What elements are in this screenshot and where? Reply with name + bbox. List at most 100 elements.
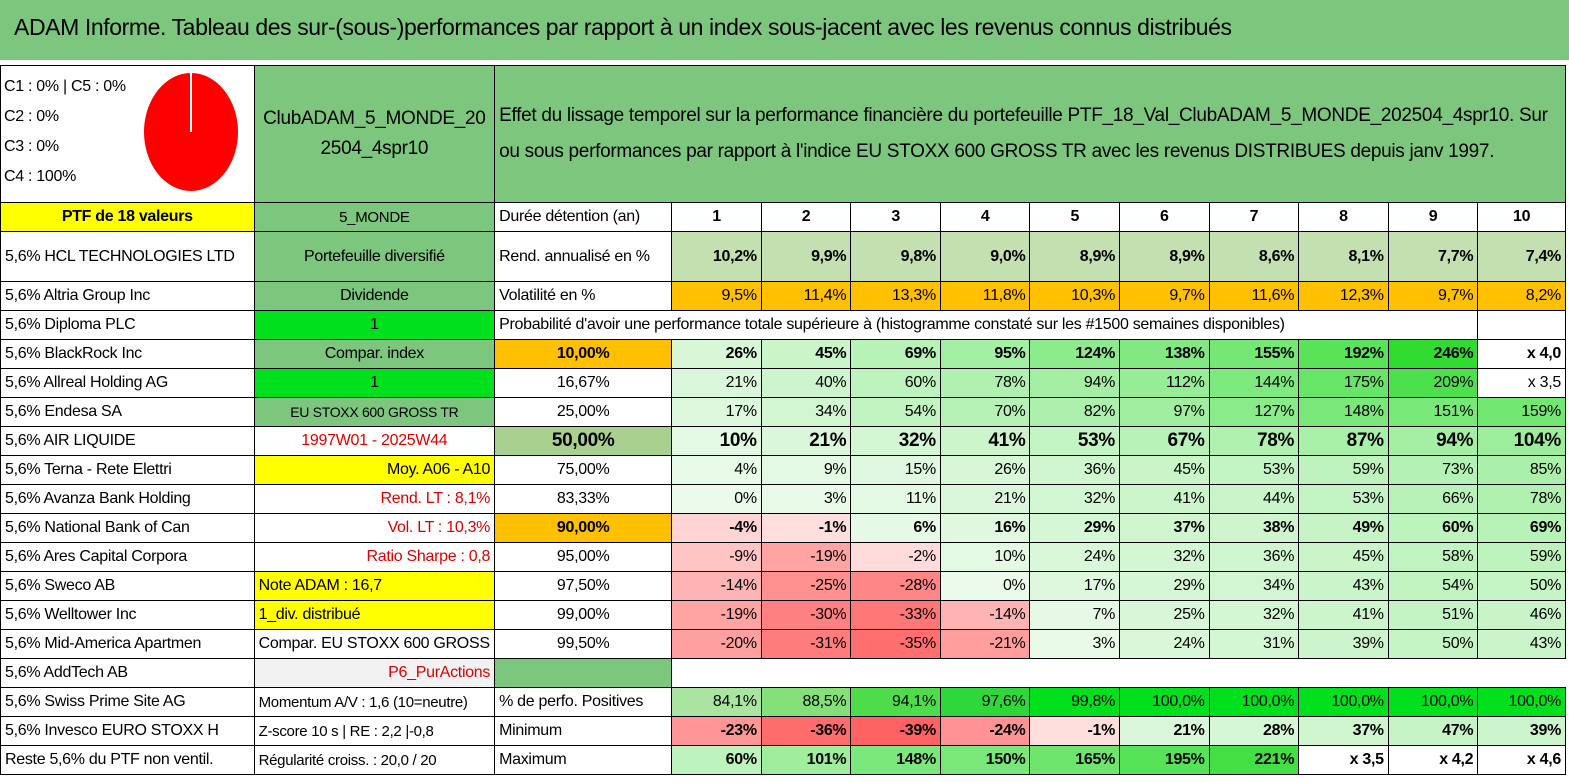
prob-value: -1% [760,513,852,543]
rend-value: 9,0% [939,231,1031,282]
prob-value: 41% [939,426,1031,456]
pos-value: 97,6% [939,687,1031,717]
pos-value: 84,1% [671,687,762,717]
year-header: 2 [760,202,852,232]
prob-value: 73% [1387,455,1479,485]
holding: 5,6% BlackRock Inc [0,339,255,369]
prob-value: 24% [1119,629,1210,659]
min-value: -36% [760,716,852,746]
prob-value: 155% [1208,339,1300,369]
prob-value: 34% [1208,571,1300,601]
prob-threshold: 10,00% [494,339,673,369]
prob-value: 60% [1387,513,1479,543]
report-title: ADAM Informe. Tableau des sur-(sous-)per… [14,14,1232,40]
pos-value: 100,0% [1208,687,1300,717]
prob-value: 53% [1208,455,1300,485]
pos-value: 94,1% [850,687,941,717]
min-value: 37% [1298,716,1389,746]
holding: 5,6% Terna - Rete Elettri [0,455,255,485]
prob-value: 50% [1477,571,1566,601]
prob-value: 151% [1387,397,1479,427]
prob-value: 41% [1298,600,1389,630]
min-value: -23% [671,716,762,746]
prob-value: 58% [1387,542,1479,572]
rend-value: 8,6% [1208,231,1300,282]
prob-value: 32% [1119,542,1210,572]
prob-value: 67% [1119,426,1210,456]
min-value: -39% [850,716,941,746]
prob-value: 36% [1208,542,1300,572]
prob-value: 69% [850,339,941,369]
prob-value: -20% [671,629,762,659]
prob-value: 95% [939,339,1031,369]
pos-value: 100,0% [1387,687,1479,717]
prob-value: 85% [1477,455,1566,485]
prob-threshold: 97,50% [494,571,673,601]
rend-value: 9,8% [850,231,941,282]
vol-value: 9,7% [1387,281,1479,311]
prob-value: 0% [671,484,762,514]
pos-value: 100,0% [1477,687,1566,717]
rend-value: 7,4% [1477,231,1566,282]
prob-value: 43% [1298,571,1389,601]
empty-cell [1477,310,1566,340]
holding: 5,6% Welltower Inc [0,600,255,630]
info-cell: 1_div. distribué [253,600,496,630]
portfolio-name: ClubADAM_5_MONDE_202504_4spr10 [253,65,496,203]
vol-label: Volatilité en % [494,281,673,311]
prob-value: 21% [671,368,762,398]
rend-value: 10,2% [671,231,762,282]
prob-value: 60% [850,368,941,398]
info-cell: Moy. A06 - A10 [253,455,496,485]
prob-value: 54% [1387,571,1479,601]
max-value: x 4,2 [1387,745,1479,775]
max-value: 195% [1119,745,1210,775]
pos-value: 88,5% [760,687,852,717]
prob-value: 104% [1477,426,1566,456]
prob-value: -21% [939,629,1031,659]
holding: 5,6% AddTech AB [0,658,255,688]
info-zscore: Z-score 10 s | RE : 2,2 |-0,8 [253,716,496,746]
prob-value: -28% [850,571,941,601]
prob-value: -4% [671,513,762,543]
info-cell: 1 [253,368,496,398]
holding: 5,6% Invesco EURO STOXX H [0,716,255,746]
prob-value: 29% [1029,513,1121,543]
info-cell: 1997W01 - 2025W44 [253,426,496,456]
prob-value: 159% [1477,397,1566,427]
holding: Reste 5,6% du PTF non ventil. [0,745,255,775]
rend-label: Rend. annualisé en % [494,231,673,282]
rend-value: 8,9% [1029,231,1121,282]
holding: 5,6% Altria Group Inc [0,281,255,311]
blank-area [672,659,1566,688]
year-header: 7 [1208,202,1300,232]
info-cell: Ratio Sharpe : 0,8 [253,542,496,572]
prob-value: 82% [1029,397,1121,427]
pie-chart [142,71,240,193]
prob-value: 69% [1477,513,1566,543]
prob-value: 37% [1119,513,1210,543]
prob-value: 7% [1029,600,1121,630]
prob-threshold: 83,33% [494,484,673,514]
vol-value: 11,6% [1208,281,1300,311]
prob-value: 246% [1387,339,1479,369]
prob-value: -33% [850,600,941,630]
prob-value: 148% [1298,397,1389,427]
holding: 5,6% Allreal Holding AG [0,368,255,398]
year-header: 3 [850,202,941,232]
prob-value: 45% [1119,455,1210,485]
prob-threshold: 99,50% [494,629,673,659]
pie-legend-item: C2 : 0% [4,108,59,125]
max-value: 165% [1029,745,1121,775]
prob-value: 87% [1298,426,1389,456]
info-cell: Compar. EU STOXX 600 GROSS TR [253,629,496,659]
holding: 5,6% Avanza Bank Holding [0,484,255,514]
info-cell: EU STOXX 600 GROSS TR [253,397,496,427]
year-header: 5 [1029,202,1121,232]
holding: 5,6% Swiss Prime Site AG [0,687,255,717]
prob-value: 53% [1029,426,1121,456]
rend-value: 8,1% [1298,231,1389,282]
prob-value: x 3,5 [1477,368,1566,398]
prob-threshold: 90,00% [494,513,673,543]
prob-value: 9% [760,455,852,485]
